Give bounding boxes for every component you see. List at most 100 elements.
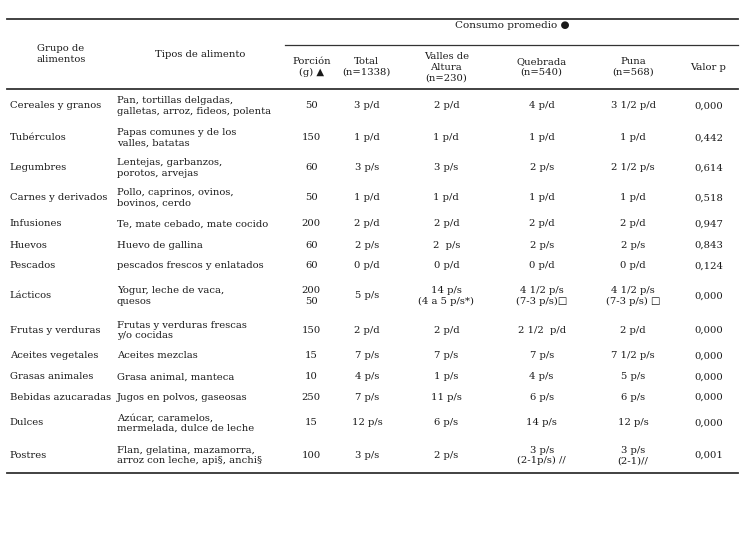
Text: 0,124: 0,124 (694, 262, 723, 270)
Text: Aceites vegetales: Aceites vegetales (10, 352, 98, 360)
Text: Bebidas azucaradas: Bebidas azucaradas (10, 393, 111, 402)
Text: 0,000: 0,000 (694, 418, 723, 428)
Text: 7 1/2 p/s: 7 1/2 p/s (611, 352, 655, 360)
Text: 1 p/d: 1 p/d (354, 133, 380, 143)
Text: Yogur, leche de vaca,
quesos: Yogur, leche de vaca, quesos (117, 286, 224, 306)
Text: 1 p/d: 1 p/d (620, 193, 646, 203)
Text: Carnes y derivados: Carnes y derivados (10, 193, 107, 203)
Text: 60: 60 (305, 163, 318, 173)
Text: 2 1/2 p/s: 2 1/2 p/s (611, 163, 655, 173)
Text: 100: 100 (302, 451, 321, 460)
Text: 60: 60 (305, 241, 318, 250)
Text: Frutas y verduras: Frutas y verduras (10, 326, 100, 335)
Text: 0,000: 0,000 (694, 292, 723, 300)
Text: Lentejas, garbanzos,
porotos, arvejas: Lentejas, garbanzos, porotos, arvejas (117, 158, 222, 177)
Text: 2 p/d: 2 p/d (620, 326, 646, 335)
Text: Cereales y granos: Cereales y granos (10, 102, 101, 110)
Text: 3 p/d: 3 p/d (354, 102, 380, 110)
Text: Tipos de alimento: Tipos de alimento (155, 50, 246, 58)
Text: Papas comunes y de los
valles, batatas: Papas comunes y de los valles, batatas (117, 128, 236, 147)
Text: 14 p/s
(4 a 5 p/s*): 14 p/s (4 a 5 p/s*) (418, 286, 474, 306)
Text: 11 p/s: 11 p/s (431, 393, 462, 402)
Text: 6 p/s: 6 p/s (621, 393, 645, 402)
Text: 2 p/d: 2 p/d (529, 219, 554, 228)
Text: Flan, gelatina, mazamorra,
arroz con leche, api§, anchi§: Flan, gelatina, mazamorra, arroz con lec… (117, 446, 262, 465)
Text: 2 p/d: 2 p/d (354, 219, 380, 228)
Text: 7 p/s: 7 p/s (355, 352, 379, 360)
Text: 1 p/d: 1 p/d (433, 133, 459, 143)
Text: Grupo de
alimentos: Grupo de alimentos (36, 44, 86, 64)
Text: 3 p/s
(2-1)//: 3 p/s (2-1)// (617, 446, 649, 465)
Text: 4 p/s: 4 p/s (530, 372, 554, 381)
Text: 15: 15 (305, 352, 318, 360)
Text: 2 p/s: 2 p/s (530, 241, 554, 250)
Text: 7 p/s: 7 p/s (434, 352, 459, 360)
Text: 0,947: 0,947 (694, 219, 723, 228)
Text: 3 p/s: 3 p/s (434, 163, 459, 173)
Text: Dulces: Dulces (10, 418, 44, 428)
Text: Te, mate cebado, mate cocido: Te, mate cebado, mate cocido (117, 219, 268, 228)
Text: 3 p/s: 3 p/s (355, 163, 379, 173)
Text: 50: 50 (305, 193, 318, 203)
Text: 3 1/2 p/d: 3 1/2 p/d (611, 102, 655, 110)
Text: Total
(n=1338): Total (n=1338) (343, 57, 391, 77)
Text: 1 p/d: 1 p/d (529, 193, 554, 203)
Text: 2  p/s: 2 p/s (433, 241, 460, 250)
Text: 200
50: 200 50 (302, 286, 321, 306)
Text: Consumo promedio ●: Consumo promedio ● (455, 21, 569, 30)
Text: 12 p/s: 12 p/s (617, 418, 649, 428)
Text: 3 p/s: 3 p/s (355, 451, 379, 460)
Text: 1 p/d: 1 p/d (529, 133, 554, 143)
Text: 1 p/d: 1 p/d (433, 193, 459, 203)
Text: Aceites mezclas: Aceites mezclas (117, 352, 197, 360)
Text: 0,000: 0,000 (694, 352, 723, 360)
Text: Porción
(g) ▲: Porción (g) ▲ (292, 57, 331, 77)
Text: 250: 250 (302, 393, 321, 402)
Text: 4 p/s: 4 p/s (355, 372, 379, 381)
Text: 12 p/s: 12 p/s (352, 418, 382, 428)
Text: Quebrada
(n=540): Quebrada (n=540) (516, 57, 567, 77)
Text: Postres: Postres (10, 451, 47, 460)
Text: 0,518: 0,518 (694, 193, 723, 203)
Text: 0,000: 0,000 (694, 393, 723, 402)
Text: Valles de
Altura
(n=230): Valles de Altura (n=230) (424, 52, 469, 82)
Text: Valor p: Valor p (691, 63, 726, 72)
Text: 2 1/2  p/d: 2 1/2 p/d (518, 326, 565, 335)
Text: Grasas animales: Grasas animales (10, 372, 93, 381)
Text: 200: 200 (302, 219, 321, 228)
Text: 5 p/s: 5 p/s (355, 292, 379, 300)
Text: 0 p/d: 0 p/d (620, 262, 646, 270)
Text: Lácticos: Lácticos (10, 292, 52, 300)
Text: 0,000: 0,000 (694, 372, 723, 381)
Text: Jugos en polvos, gaseosas: Jugos en polvos, gaseosas (117, 393, 248, 402)
Text: 2 p/d: 2 p/d (354, 326, 380, 335)
Text: 2 p/d: 2 p/d (433, 326, 459, 335)
Text: 6 p/s: 6 p/s (530, 393, 554, 402)
Text: 1 p/d: 1 p/d (354, 193, 380, 203)
Text: 4 1/2 p/s
(7-3 p/s)□: 4 1/2 p/s (7-3 p/s)□ (516, 286, 568, 306)
Text: 4 1/2 p/s
(7-3 p/s) □: 4 1/2 p/s (7-3 p/s) □ (605, 286, 660, 306)
Text: 150: 150 (302, 133, 321, 143)
Text: 2 p/d: 2 p/d (433, 102, 459, 110)
Text: 60: 60 (305, 262, 318, 270)
Text: 7 p/s: 7 p/s (530, 352, 554, 360)
Text: 3 p/s
(2-1p/s) //: 3 p/s (2-1p/s) // (517, 446, 566, 465)
Text: Frutas y verduras frescas
y/o cocidas: Frutas y verduras frescas y/o cocidas (117, 321, 247, 340)
Text: 7 p/s: 7 p/s (355, 393, 379, 402)
Text: 0,000: 0,000 (694, 102, 723, 110)
Text: Legumbres: Legumbres (10, 163, 67, 173)
Text: 0,001: 0,001 (694, 451, 723, 460)
Text: 2 p/s: 2 p/s (621, 241, 645, 250)
Text: 2 p/s: 2 p/s (530, 163, 554, 173)
Text: 0 p/d: 0 p/d (354, 262, 380, 270)
Text: Huevos: Huevos (10, 241, 47, 250)
Text: Grasa animal, manteca: Grasa animal, manteca (117, 372, 234, 381)
Text: 0,614: 0,614 (694, 163, 723, 173)
Text: Azúcar, caramelos,
mermelada, dulce de leche: Azúcar, caramelos, mermelada, dulce de l… (117, 413, 255, 432)
Text: 2 p/s: 2 p/s (355, 241, 379, 250)
Text: Huevo de gallina: Huevo de gallina (117, 241, 203, 250)
Text: 2 p/d: 2 p/d (433, 219, 459, 228)
Text: Infusiones: Infusiones (10, 219, 62, 228)
Text: 10: 10 (305, 372, 318, 381)
Text: Pollo, caprinos, ovinos,
bovinos, cerdo: Pollo, caprinos, ovinos, bovinos, cerdo (117, 188, 234, 207)
